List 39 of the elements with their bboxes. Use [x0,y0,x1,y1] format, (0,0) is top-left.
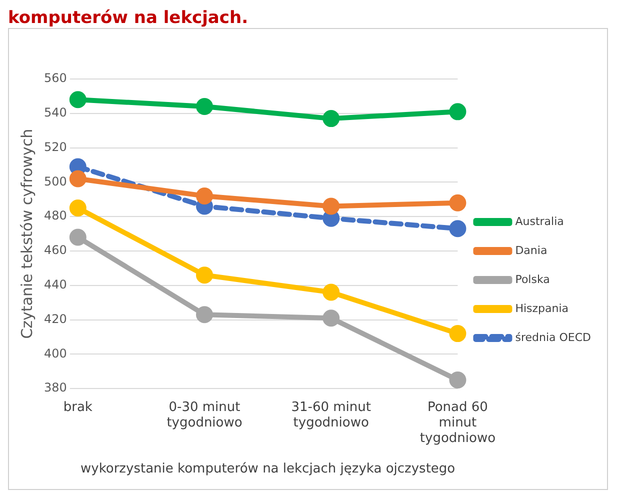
point [322,198,340,215]
y-tick-label: 420 [44,312,67,326]
point [69,170,86,188]
point [449,372,466,388]
legend-label: Hiszpania [515,302,569,315]
point [449,194,466,212]
y-tick-label: 380 [44,380,67,395]
x-tick-label: brak [63,400,93,415]
legend-label: Australia [515,214,564,228]
point [69,200,86,216]
y-tick-label: 540 [44,106,67,120]
y-tick-label: 440 [44,278,67,292]
legend-label: średnia OECD [515,330,592,344]
point [69,228,86,246]
point [196,187,214,204]
point [322,284,340,301]
legend-label: Polska [515,272,550,286]
point [196,266,214,284]
y-tick-label: 500 [44,174,67,188]
y-tick-label: 460 [44,243,67,258]
x-tick-label: 31-60 minut tygodniowo [291,400,371,430]
point [196,98,214,116]
y-tick-label: 480 [44,208,67,223]
point [322,310,340,327]
y-tick-label: 520 [44,140,67,154]
y-tick-label: 560 [44,71,67,86]
y-tick-label: 400 [44,346,67,360]
x-axis-title: wykorzystanie komputerów na lekcjach języka ojczystego [80,462,456,477]
x-tick-label: 0-30 minut tygodniowo [166,400,242,430]
y-axis-title: Czytanie tekstów cyfrowych [18,128,36,339]
point [322,110,340,128]
point [196,306,214,324]
x-tick-label: Ponad 60 minut tygodniowo [420,400,496,446]
point [449,220,466,238]
point [449,325,466,342]
point [449,103,466,120]
chart-title: komputerów na lekcjach. [8,8,250,28]
point [69,91,86,108]
legend-label: Dania [515,244,548,257]
